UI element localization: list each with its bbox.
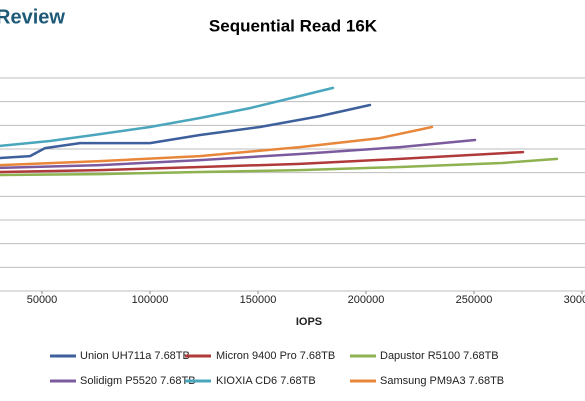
legend-label: Micron 9400 Pro 7.68TB [216,350,335,362]
series-line [0,103,372,160]
x-tick-label: 150000 [240,294,277,306]
x-tick-label: 100000 [132,294,169,306]
series-line [0,157,559,177]
x-tick-label: 200000 [348,294,385,306]
legend-label: Dapustor R5100 7.68TB [380,350,499,362]
x-tick-label: 50000 [27,294,58,306]
chart-title: Sequential Read 16K [209,16,378,35]
x-tick-label: 250000 [456,294,493,306]
legend-label: Union UH711a 7.68TB [80,350,190,362]
series-line [0,125,434,167]
x-axis-title: IOPS [296,316,322,328]
legend-label: KIOXIA CD6 7.68TB [216,375,316,387]
legend-label: Solidigm P5520 7.68TB [80,375,196,387]
series-line [0,150,525,174]
series-line [0,138,477,170]
logo: Review [0,6,65,28]
series-line [0,86,335,148]
legend-label: Samsung PM9A3 7.68TB [380,375,504,387]
x-tick-label: 300000 [564,294,585,306]
